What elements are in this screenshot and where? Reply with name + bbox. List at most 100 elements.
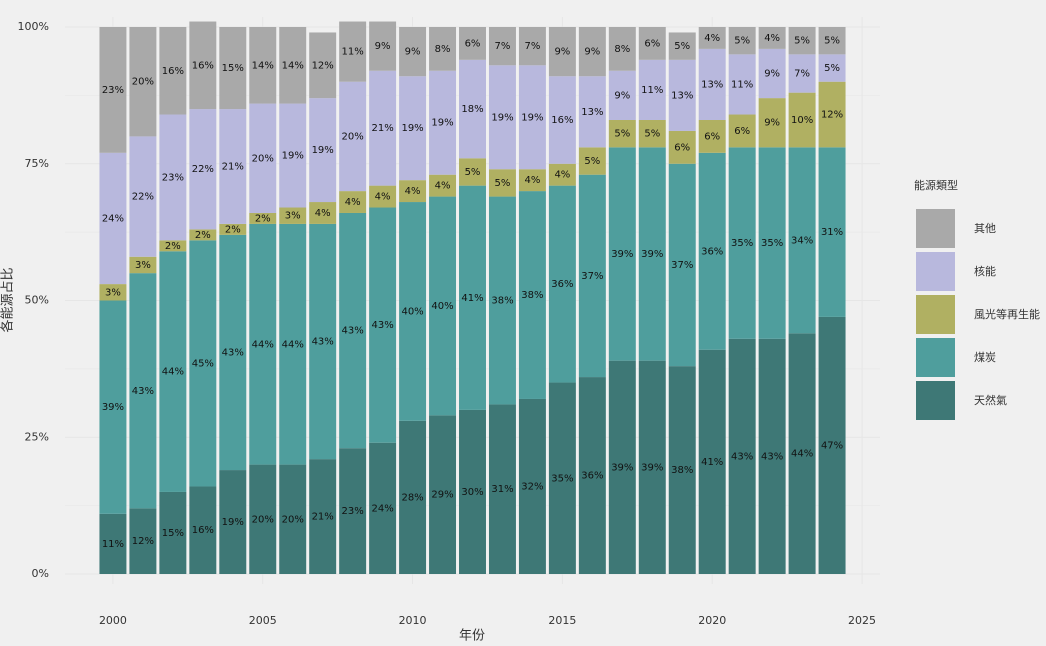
- bar-segment: [189, 109, 217, 230]
- bar-segment: [369, 442, 397, 574]
- bar-segment: [459, 158, 486, 186]
- data-label: 16%: [162, 66, 184, 77]
- bar-segment: [399, 202, 427, 421]
- bar-segment: [159, 491, 187, 574]
- data-label: 43%: [342, 326, 364, 337]
- data-label: 15%: [222, 63, 244, 74]
- data-label: 45%: [192, 358, 214, 369]
- data-label: 10%: [791, 115, 813, 126]
- data-label: 9%: [584, 47, 600, 58]
- data-label: 5%: [824, 36, 840, 47]
- data-label: 34%: [791, 235, 813, 246]
- bar-segment: [698, 119, 726, 153]
- data-label: 11%: [641, 85, 663, 96]
- y-tick-label: 50%: [25, 294, 49, 307]
- x-tick-label: 2020: [698, 614, 726, 627]
- data-label: 28%: [401, 492, 423, 503]
- data-label: 5%: [465, 167, 481, 178]
- data-label: 3%: [285, 211, 301, 222]
- data-label: 37%: [671, 260, 693, 271]
- legend-label: 核能: [974, 264, 996, 278]
- data-label: 39%: [102, 402, 124, 413]
- bar-segment: [129, 508, 157, 574]
- data-label: 12%: [821, 110, 843, 121]
- bar-segment: [129, 256, 157, 274]
- bar-segment: [429, 27, 457, 71]
- data-label: 4%: [315, 208, 331, 219]
- bar-segment: [788, 147, 816, 334]
- data-label: 4%: [764, 33, 780, 44]
- bar-segment: [189, 486, 217, 574]
- data-label: 14%: [282, 60, 304, 71]
- data-label: 5%: [614, 129, 630, 140]
- bar-segment: [728, 147, 756, 339]
- bar-segment: [758, 147, 786, 339]
- data-label: 16%: [192, 60, 214, 71]
- bar-segment: [99, 27, 127, 153]
- data-label: 43%: [371, 320, 393, 331]
- y-tick-label: 100%: [18, 20, 49, 33]
- x-tick-label: 2015: [548, 614, 576, 627]
- data-label: 47%: [821, 440, 843, 451]
- legend-key: [916, 381, 955, 420]
- bar-segment: [668, 130, 696, 164]
- bar-segment: [249, 212, 277, 224]
- bar-segment: [279, 207, 307, 224]
- bar-segment: [728, 54, 756, 115]
- bar-segment: [518, 398, 546, 574]
- x-tick-label: 2000: [99, 614, 127, 627]
- data-label: 21%: [312, 512, 334, 523]
- bar-segment: [518, 169, 546, 192]
- bar-segment: [758, 48, 786, 99]
- data-label: 23%: [102, 85, 124, 96]
- data-label: 36%: [551, 279, 573, 290]
- bar-segment: [728, 114, 756, 148]
- data-label: 23%: [162, 172, 184, 183]
- data-label: 19%: [312, 145, 334, 156]
- data-label: 44%: [162, 367, 184, 378]
- data-label: 3%: [105, 287, 121, 298]
- y-tick-label: 75%: [25, 157, 49, 170]
- bar-segment: [728, 338, 756, 574]
- bar-segment: [668, 59, 696, 131]
- bar-segment: [758, 338, 786, 574]
- data-label: 18%: [461, 104, 483, 115]
- data-label: 4%: [524, 175, 540, 186]
- data-label: 20%: [132, 77, 154, 88]
- bar-segment: [459, 409, 486, 574]
- bar-segment: [399, 420, 427, 574]
- bar-segment: [488, 196, 516, 405]
- data-label: 40%: [431, 301, 453, 312]
- legend-key: [916, 295, 955, 334]
- bar-segment: [369, 185, 397, 208]
- data-label: 32%: [521, 481, 543, 492]
- bar-segment: [309, 459, 337, 574]
- data-label: 11%: [342, 47, 364, 58]
- data-label: 8%: [435, 44, 451, 55]
- data-label: 41%: [701, 457, 723, 468]
- bar-segment: [459, 185, 486, 410]
- bar-segment: [638, 360, 666, 574]
- x-tick-label: 2005: [249, 614, 277, 627]
- bar-segment: [788, 333, 816, 574]
- data-label: 6%: [734, 126, 750, 137]
- legend-key: [916, 338, 955, 377]
- bar-segment: [189, 240, 217, 487]
- bar-segment: [219, 234, 247, 471]
- bar-segment: [159, 251, 187, 492]
- data-label: 8%: [614, 44, 630, 55]
- bar-segment: [369, 21, 397, 71]
- bar-segment: [818, 147, 846, 317]
- data-label: 39%: [641, 462, 663, 473]
- data-label: 22%: [132, 192, 154, 203]
- bar-segment: [818, 54, 846, 82]
- data-label: 20%: [252, 514, 274, 525]
- bar-segment: [608, 70, 636, 120]
- bar-segment: [219, 109, 247, 224]
- data-label: 44%: [252, 339, 274, 350]
- bar-segment: [578, 377, 606, 574]
- data-label: 43%: [132, 386, 154, 397]
- data-label: 30%: [461, 487, 483, 498]
- bar-segment: [159, 27, 187, 115]
- bar-segment: [638, 59, 666, 120]
